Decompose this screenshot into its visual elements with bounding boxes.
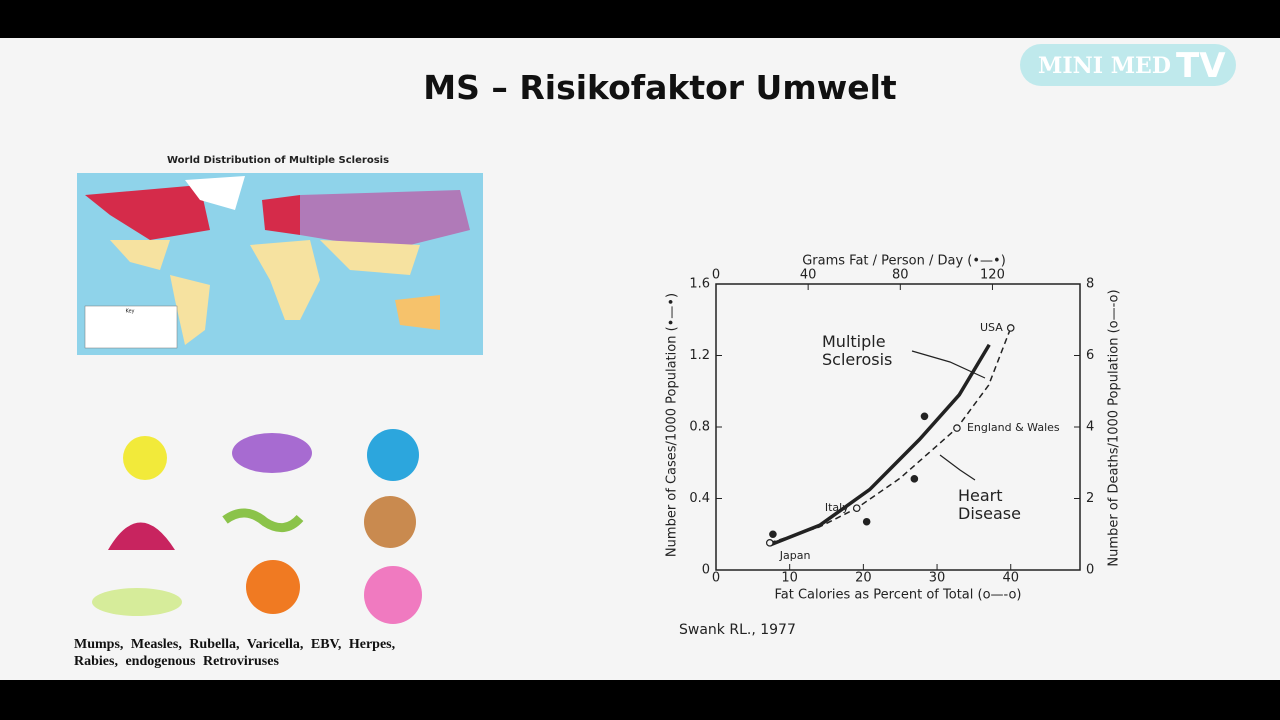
point-label: Japan — [779, 549, 811, 562]
slide — [0, 38, 1280, 680]
virus — [367, 429, 419, 481]
x-tick-label: 30 — [929, 571, 946, 586]
y2-tick-label: 0 — [1086, 563, 1094, 578]
region — [320, 240, 420, 275]
data-point — [852, 504, 861, 512]
region — [185, 176, 245, 210]
y2-tick-label: 6 — [1086, 348, 1094, 363]
virus — [123, 436, 167, 480]
y2-tick-label: 2 — [1086, 491, 1094, 506]
virus — [232, 433, 312, 473]
x-tick-label: 0 — [712, 571, 720, 586]
x2-axis-label: Grams Fat / Person / Day (•—•) — [802, 254, 1006, 269]
virus — [364, 496, 416, 548]
x-tick-label: 10 — [781, 571, 798, 586]
y2-tick-label: 4 — [1086, 420, 1094, 435]
virus — [92, 588, 182, 616]
point-label: England & Wales — [967, 421, 1060, 434]
y-tick-label: 0 — [702, 563, 710, 578]
region — [300, 190, 470, 250]
caption-line: Rabies, endogenous Retroviruses — [74, 654, 279, 669]
source: Swank RL., 1977 — [679, 622, 796, 638]
world-map: Key — [77, 173, 483, 355]
fit-line — [769, 343, 991, 547]
annotation-arrow — [939, 454, 976, 481]
data-point — [1006, 324, 1015, 332]
series-annotation: Multiple Sclerosis — [822, 332, 893, 369]
virus — [364, 566, 422, 624]
data-point — [910, 475, 919, 483]
region — [170, 275, 210, 345]
key-title: Key — [125, 309, 134, 315]
fit-line — [769, 327, 1012, 544]
y-tick-label: 1.6 — [689, 277, 710, 292]
x-tick-label: 20 — [855, 571, 872, 586]
y-tick-label: 0.8 — [689, 420, 710, 435]
x2-tick-label: 40 — [800, 268, 817, 283]
logo-tv: TV — [1176, 46, 1226, 86]
map-title: World Distribution of Multiple Sclerosis — [167, 155, 389, 166]
virus-caption: Mumps, Measles, Rubella, Varicella, EBV,… — [74, 637, 395, 671]
virus — [246, 560, 300, 614]
data-point — [769, 530, 777, 539]
virus — [108, 522, 175, 550]
chart: Fat Calories as Percent of Total (o—-o) … — [665, 254, 1122, 603]
annotation-arrow — [911, 350, 986, 379]
region — [250, 240, 320, 320]
x2-tick-label: 0 — [712, 268, 720, 283]
virus-illustrations — [92, 429, 422, 624]
point-label: USA — [980, 321, 1003, 334]
y2-axis-label: Number of Deaths/1000 Population (o—-o) — [1107, 289, 1122, 566]
region — [262, 195, 300, 235]
y-tick-label: 0.4 — [689, 491, 710, 506]
series-annotation: Heart Disease — [958, 486, 1021, 523]
logo: MINI MED TV — [1020, 44, 1236, 86]
data-point — [862, 517, 871, 526]
x-tick-label: 40 — [1002, 571, 1019, 586]
caption-line: Mumps, Measles, Rubella, Varicella, EBV,… — [74, 637, 396, 652]
y2-tick-label: 8 — [1086, 277, 1094, 292]
data-point — [920, 412, 929, 421]
slide-title: MS – Risikofaktor Umwelt — [423, 68, 897, 107]
map-key — [84, 305, 178, 349]
y-axis-label: Number of Cases/1000 Population (•—•) — [665, 293, 680, 557]
data-point — [765, 539, 774, 547]
x2-tick-label: 80 — [892, 268, 909, 283]
y-tick-label: 1.2 — [689, 348, 710, 363]
logo-text: MINI MED — [1038, 53, 1171, 79]
x-axis-label: Fat Calories as Percent of Total (o—-o) — [774, 588, 1021, 603]
point-label: Italy — [825, 501, 849, 514]
region — [395, 295, 440, 330]
x2-tick-label: 120 — [980, 268, 1005, 283]
region — [85, 185, 210, 240]
data-point — [953, 424, 961, 432]
region — [110, 240, 170, 270]
virus — [222, 508, 304, 533]
